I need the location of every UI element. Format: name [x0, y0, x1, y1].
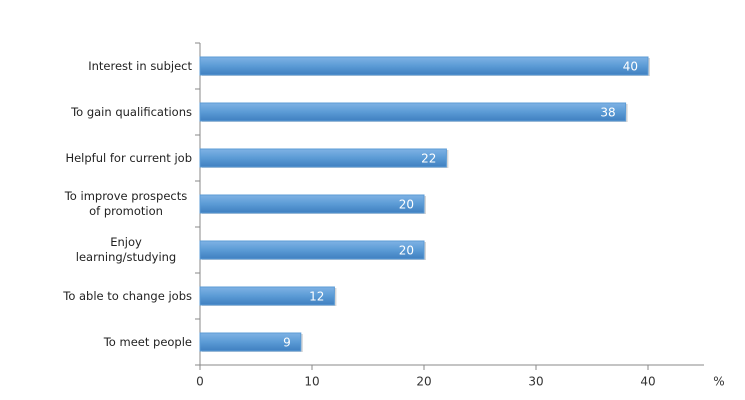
category-text: To meet people: [103, 334, 192, 349]
bar: [199, 102, 627, 122]
bar: [199, 286, 335, 306]
value-label: 38: [600, 106, 615, 120]
category-text: Helpful for current job: [65, 150, 192, 165]
bar: [199, 332, 302, 352]
category-text: Enjoy learning/studying: [75, 235, 177, 264]
value-label: 9: [283, 336, 291, 350]
bar: [199, 240, 425, 260]
x-tick-label: 0: [196, 375, 204, 389]
bar: [199, 148, 447, 168]
value-label: 40: [623, 60, 638, 74]
category-label: To improve prospects of promotion: [42, 184, 192, 224]
bar: [199, 194, 425, 214]
x-tick-label: 30: [528, 375, 543, 389]
value-label: 22: [421, 152, 436, 166]
category-label: Helpful for current job: [42, 138, 192, 178]
x-tick-label: 20: [416, 375, 431, 389]
category-text: To improve prospects of promotion: [64, 189, 188, 218]
category-label: Enjoy learning/studying: [42, 230, 192, 270]
x-axis-label: %: [713, 375, 724, 389]
category-label: To able to change jobs: [42, 276, 192, 316]
category-label: To gain qualifications: [42, 92, 192, 132]
category-label: Interest in subject: [42, 46, 192, 86]
value-label: 20: [399, 198, 414, 212]
category-label: To meet people: [42, 322, 192, 362]
x-tick-label: 10: [304, 375, 319, 389]
value-label: 20: [399, 244, 414, 258]
category-text: To gain qualifications: [71, 104, 192, 119]
category-text: To able to change jobs: [63, 288, 192, 303]
x-tick-label: 40: [640, 375, 655, 389]
bar: [199, 56, 649, 76]
category-text: Interest in subject: [88, 58, 192, 73]
value-label: 12: [309, 290, 324, 304]
